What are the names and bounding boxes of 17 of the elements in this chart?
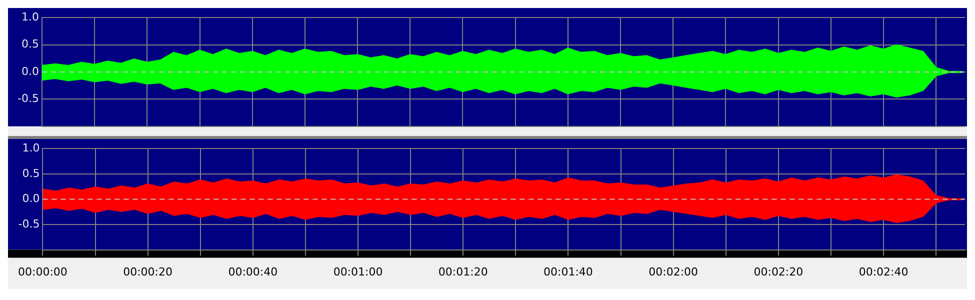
x-tick-label: 00:02:00 [648, 265, 698, 278]
x-tick-label: 00:01:40 [544, 265, 593, 278]
y-tick-label: 1.0 [22, 141, 40, 154]
y-tick-label: -0.5 [18, 92, 39, 106]
x-tick-label: 00:00:00 [18, 265, 68, 278]
x-tick-label: 00:01:00 [333, 265, 383, 278]
x-tick-label: 00:01:20 [438, 265, 488, 278]
x-tick-label: 00:02:20 [754, 265, 804, 278]
y-tick-label: -0.5 [18, 217, 40, 230]
y-tick-label: 1.0 [22, 10, 39, 24]
x-tick-label: 00:02:40 [858, 265, 908, 278]
y-tick-label: 0.0 [22, 192, 40, 206]
y-tick-label: 0.5 [22, 166, 40, 180]
y-tick-label: 0.5 [22, 38, 39, 51]
x-tick-label: 00:00:20 [123, 265, 173, 278]
x-tick-label: 00:00:40 [228, 265, 278, 278]
y-tick-label: 0.0 [22, 64, 39, 78]
